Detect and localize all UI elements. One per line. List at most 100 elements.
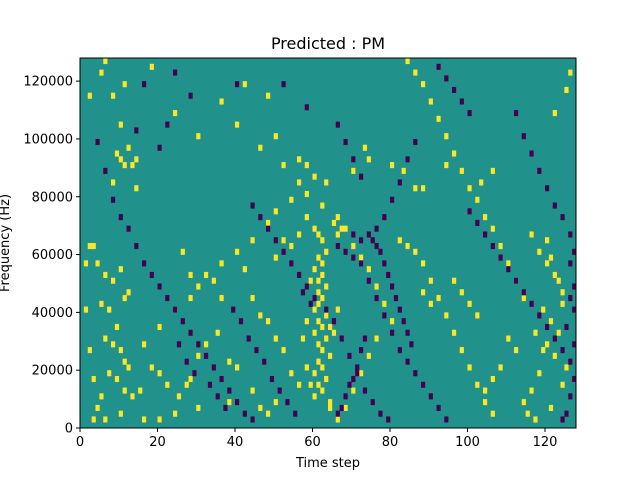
heatmap-cell-low [219, 375, 224, 383]
heatmap-cell-low [235, 399, 240, 406]
heatmap-cell-high [421, 289, 426, 296]
heatmap-cell-low [335, 410, 340, 417]
heatmap-cell-high [537, 248, 542, 255]
heatmap-cell-low [362, 335, 368, 342]
heatmap-cell-high [157, 370, 162, 377]
heatmap-cell-low [366, 231, 371, 238]
heatmap-cell-low [560, 347, 565, 354]
heatmap-cell-low [397, 179, 402, 186]
heatmap-cell-low [215, 393, 220, 400]
heatmap-cell-high [459, 289, 464, 296]
heatmap-cell-high [483, 399, 488, 406]
heatmap-cell-high [328, 323, 333, 331]
heatmap-cell-high [320, 323, 325, 331]
heatmap-cell-high [118, 121, 123, 128]
heatmap-cell-low [126, 225, 131, 232]
heatmap-cell-low [552, 202, 557, 209]
heatmap-cell-low [572, 283, 577, 290]
heatmap-cell-low [351, 375, 356, 383]
heatmap-cell-high [390, 318, 395, 325]
heatmap-cell-high [149, 63, 154, 70]
heatmap-cell-low [304, 283, 309, 290]
heatmap-cell-high [316, 341, 321, 348]
heatmap-cell-low [370, 399, 375, 406]
heatmap-cell-high [83, 260, 89, 267]
heatmap-cell-low [413, 138, 418, 146]
heatmap-cell-low [359, 237, 364, 244]
heatmap-cell-high [173, 410, 178, 417]
heatmap-cell-high [568, 69, 573, 76]
heatmap-cell-low [297, 271, 302, 278]
x-tick-label: 80 [382, 435, 399, 450]
heatmap-cell-low [378, 248, 383, 255]
heatmap-cell-high [235, 364, 240, 371]
heatmap-cell-low [378, 410, 383, 417]
heatmap-cell-low [545, 323, 550, 331]
heatmap-cell-high [111, 179, 116, 186]
heatmap-cell-low [188, 92, 193, 99]
heatmap-cell-low [537, 167, 542, 174]
heatmap-cell-high [320, 387, 325, 394]
heatmap-cell-low [564, 410, 569, 417]
heatmap-cell-high [103, 335, 108, 342]
heatmap-cell-high [335, 306, 340, 313]
heatmap-cell-high [304, 364, 309, 371]
heatmap-cell-high [176, 393, 182, 400]
heatmap-cell-high [87, 243, 92, 250]
x-tick-label: 40 [227, 435, 244, 450]
heatmap-cell-low [366, 277, 371, 284]
heatmap-cell-low [514, 277, 519, 284]
heatmap-cell-low [269, 375, 275, 383]
heatmap-cell-high [467, 364, 472, 371]
heatmap-cell-low [386, 416, 391, 423]
heatmap-cell-high [114, 375, 120, 383]
heatmap-cell-low [324, 306, 329, 313]
heatmap-cell-low [452, 86, 457, 93]
heatmap-cell-low [405, 358, 410, 365]
heatmap-cell-high [157, 416, 162, 423]
heatmap-cell-low [382, 312, 387, 319]
heatmap-cell-low [207, 381, 213, 388]
heatmap-cell-high [405, 58, 410, 65]
heatmap-cell-high [479, 179, 484, 186]
heatmap-cell-high [436, 115, 441, 122]
heatmap-cell-low [165, 295, 170, 302]
heatmap-cell-high [91, 416, 96, 423]
heatmap-cell-high [452, 150, 457, 157]
heatmap-cell-high [312, 329, 317, 336]
heatmap-cell-high [289, 196, 294, 203]
heatmap-cell-low [304, 104, 309, 111]
heatmap-cell-high [250, 237, 255, 244]
heatmap-cell-high [413, 69, 418, 76]
heatmap-cell-high [304, 214, 309, 221]
heatmap-cell-high [359, 370, 364, 377]
heatmap-cell-high [142, 341, 147, 348]
heatmap-cell-low [397, 347, 402, 354]
heatmap-cell-low [572, 248, 577, 255]
x-tick-label: 120 [533, 435, 558, 450]
heatmap-cell-low [308, 300, 313, 307]
heatmap-cell-low [552, 335, 557, 342]
heatmap-cell-high [467, 300, 472, 307]
heatmap-cell-high [258, 312, 263, 319]
heatmap-cell-high [114, 323, 120, 331]
heatmap-cell-high [304, 162, 309, 169]
heatmap-cell-high [87, 92, 92, 99]
heatmap-cell-low [184, 358, 189, 365]
heatmap-cell-high [564, 364, 569, 371]
heatmap-cell-low [312, 295, 317, 302]
heatmap-cell-high [324, 375, 329, 383]
heatmap-cell-high [196, 352, 201, 359]
heatmap-cell-low [211, 364, 216, 371]
heatmap-cell-high [250, 295, 255, 302]
heatmap-cell-high [211, 277, 216, 284]
heatmap-cell-high [142, 416, 147, 423]
heatmap-cell-high [103, 58, 108, 65]
heatmap-cell-low [521, 289, 526, 296]
heatmap-cell-high [452, 277, 457, 284]
heatmap-cell-low [405, 329, 410, 336]
heatmap-cell-low [149, 271, 154, 278]
heatmap-cell-low [258, 214, 263, 221]
heatmap-cell-low [285, 399, 290, 406]
heatmap-cell-low [506, 266, 511, 273]
